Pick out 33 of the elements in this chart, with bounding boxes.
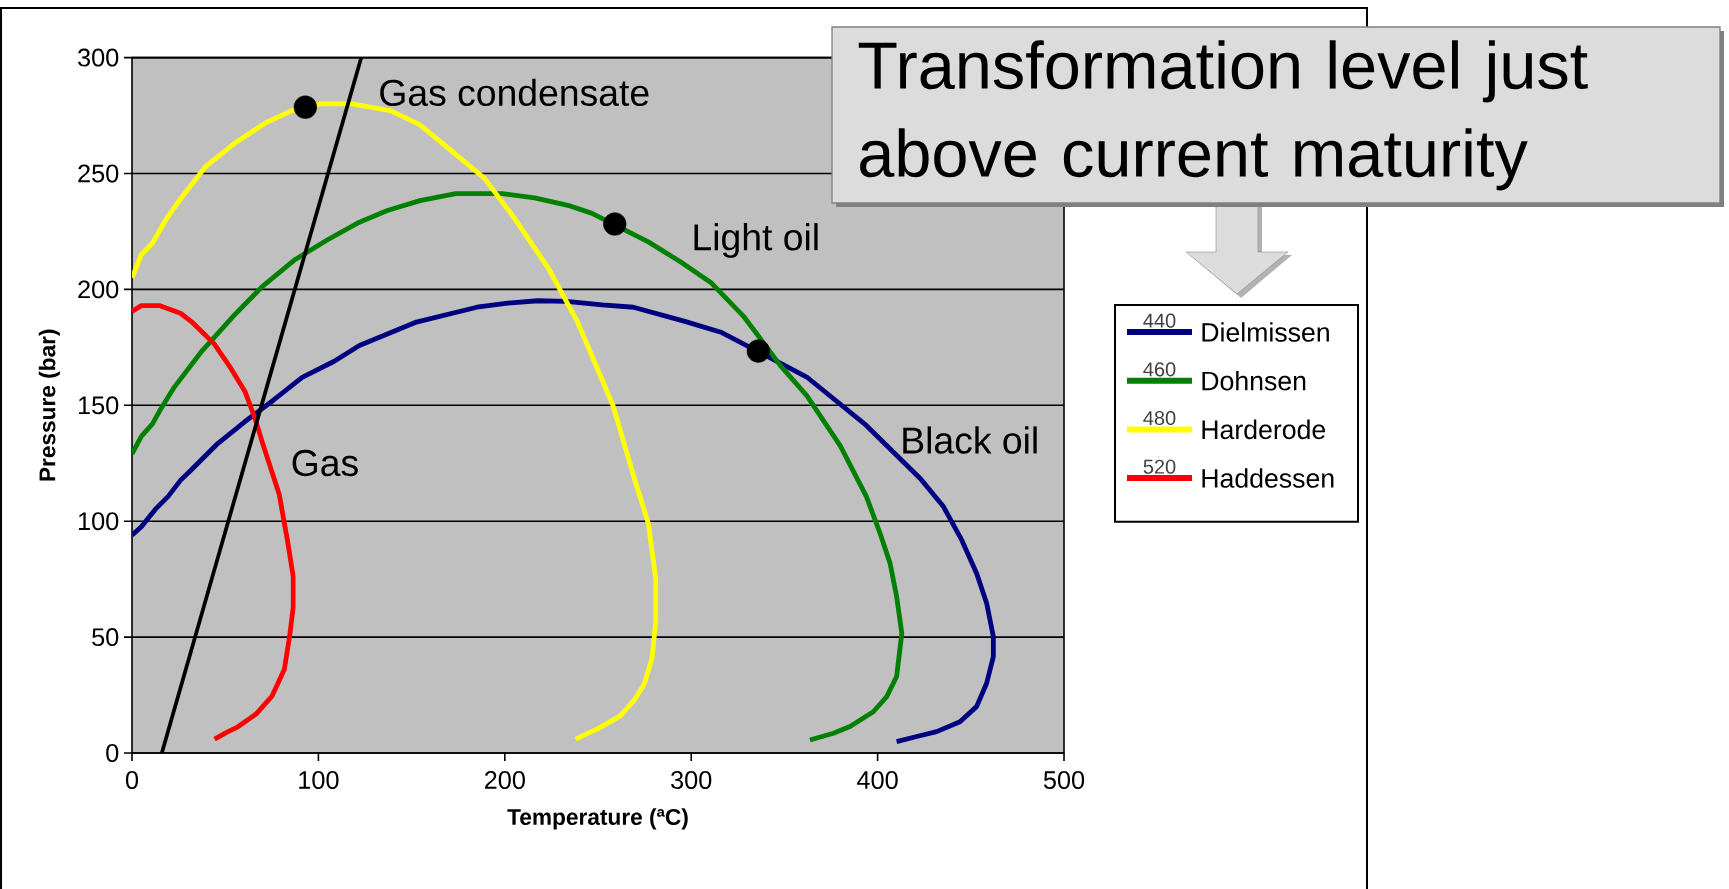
y-tick-label: 150 <box>78 396 119 415</box>
line-series <box>132 298 996 745</box>
x-axis-title: Temperature (ªC) <box>507 808 688 830</box>
text: 440 <box>1143 313 1176 328</box>
y-tick-label: 100 <box>78 512 119 531</box>
annotation: Gas condensate <box>380 78 649 107</box>
y-tick-label: 200 <box>78 280 119 299</box>
y-tick-label: 300 <box>77 48 119 67</box>
line-series <box>132 191 905 743</box>
annotation: Gas <box>292 449 358 477</box>
x-tick-label: 300 <box>671 771 712 789</box>
x-tick-label: 500 <box>1043 771 1085 789</box>
legend-label: Haddessen <box>1202 468 1334 488</box>
y-tick-label: 250 <box>78 164 119 183</box>
y-tick-label: 0 <box>106 744 119 762</box>
x-tick-label: 200 <box>484 771 525 789</box>
annotation: Transformation level just above current maturity <box>858 40 1588 191</box>
legend-label: Harderode <box>1202 419 1326 440</box>
text: 460 <box>1143 362 1176 377</box>
point <box>746 339 770 363</box>
point <box>293 95 317 119</box>
y-axis-title: Pressure (bar) <box>38 329 60 481</box>
text: 480 <box>1143 410 1176 426</box>
annotation: Black oil <box>903 426 1037 454</box>
y-tick-label: 50 <box>92 628 119 647</box>
x-tick-label: 400 <box>857 771 898 789</box>
point <box>603 212 627 236</box>
x-tick-label: 0 <box>125 771 139 789</box>
annotation: Light oil <box>694 223 818 258</box>
legend-label: Dielmissen <box>1202 322 1329 342</box>
x-tick-label: 100 <box>299 771 339 789</box>
text: 520 <box>1143 459 1176 474</box>
legend-label: Dohnsen <box>1202 370 1306 391</box>
